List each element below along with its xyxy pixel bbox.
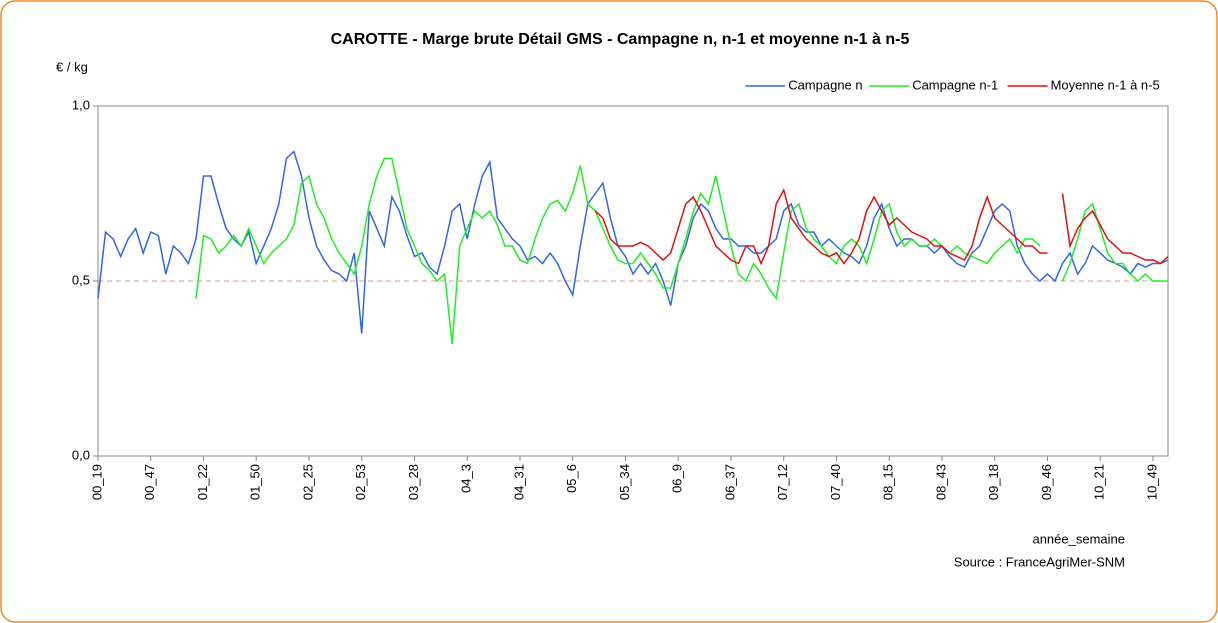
x-axis-label: année_semaine <box>1032 531 1125 546</box>
legend-label: Campagne n <box>788 77 862 92</box>
x-tick-label: 09_18 <box>986 464 1001 500</box>
x-tick-label: 08_15 <box>881 464 896 500</box>
x-tick-label: 01_50 <box>248 464 263 500</box>
x-tick-label: 00_47 <box>142 464 157 500</box>
series-line <box>1061 193 1169 265</box>
y-tick-label: 1,0 <box>72 97 90 112</box>
legend-label: Moyenne n-1 à n-5 <box>1051 77 1160 92</box>
x-tick-label: 10_21 <box>1092 464 1107 500</box>
series-line <box>1061 202 1168 283</box>
series-line <box>97 150 1169 334</box>
x-tick-label: 06_37 <box>722 464 737 500</box>
x-tick-label: 07_12 <box>775 464 790 500</box>
x-tick-label: 09_46 <box>1039 464 1054 500</box>
legend-label: Campagne n-1 <box>912 77 998 92</box>
y-tick-label: 0,5 <box>72 272 90 287</box>
x-tick-label: 05_6 <box>564 464 579 493</box>
x-tick-label: 07_40 <box>828 464 843 500</box>
x-tick-label: 06_9 <box>670 464 685 493</box>
x-tick-label: 00_19 <box>89 464 104 500</box>
x-tick-label: 04_3 <box>459 464 474 493</box>
series-line <box>195 157 1041 345</box>
chart-title: CAROTTE - Marge brute Détail GMS - Campa… <box>331 31 910 48</box>
y-axis-label: € / kg <box>56 59 88 74</box>
x-tick-label: 01_22 <box>195 464 210 500</box>
series-line <box>594 187 1048 266</box>
source: Source : FranceAgriMer-SNM <box>954 554 1125 569</box>
x-tick-label: 10_49 <box>1144 464 1159 500</box>
x-tick-label: 02_25 <box>300 464 315 500</box>
x-tick-label: 05_34 <box>617 464 632 500</box>
x-tick-label: 03_28 <box>406 464 421 500</box>
y-tick-label: 0,0 <box>72 447 90 462</box>
x-tick-label: 04_31 <box>511 464 526 500</box>
x-tick-label: 02_53 <box>353 464 368 500</box>
x-tick-label: 08_43 <box>933 464 948 500</box>
